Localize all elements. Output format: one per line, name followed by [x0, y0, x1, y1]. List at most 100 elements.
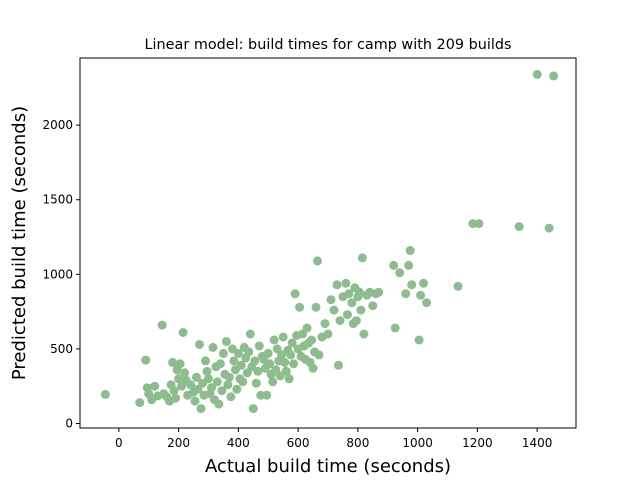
data-point: [514, 222, 524, 232]
data-point: [368, 301, 378, 311]
data-point: [250, 356, 260, 366]
x-tick-label: 1200: [462, 436, 493, 450]
data-point: [135, 398, 145, 408]
data-point: [335, 316, 345, 326]
data-point: [323, 329, 333, 339]
data-point: [215, 359, 225, 369]
data-point: [217, 386, 227, 396]
data-point: [221, 337, 231, 346]
data-point: [357, 253, 367, 263]
data-point: [196, 404, 206, 414]
data-point: [351, 316, 361, 326]
data-point: [532, 69, 542, 79]
data-point: [268, 377, 278, 387]
data-point: [229, 356, 239, 366]
data-point: [307, 335, 317, 345]
data-point: [190, 396, 200, 406]
data-point: [168, 357, 178, 367]
data-point: [218, 348, 228, 358]
data-point: [178, 328, 188, 337]
plot-frame: [79, 57, 577, 429]
data-point: [347, 298, 357, 308]
x-tick-label: 0: [115, 436, 123, 450]
data-point: [207, 383, 216, 393]
data-point: [395, 268, 405, 278]
data-point: [169, 386, 179, 396]
data-point: [453, 281, 463, 291]
y-tick-label: 1000: [42, 267, 73, 281]
data-point: [359, 329, 369, 339]
y-tick-label: 0: [65, 417, 73, 431]
data-point: [233, 348, 243, 358]
data-point: [474, 219, 484, 229]
x-tick-label: 600: [287, 436, 310, 450]
data-point: [265, 359, 275, 369]
data-point: [405, 246, 415, 255]
data-point: [263, 348, 273, 358]
y-tick-label: 2000: [42, 118, 73, 132]
data-point: [341, 278, 351, 288]
data-point: [313, 256, 322, 266]
data-point: [253, 366, 263, 376]
data-point: [204, 374, 213, 384]
data-point: [175, 359, 185, 369]
y-axis: 0 500 1000 1500 2000: [42, 118, 80, 431]
data-point: [356, 305, 366, 315]
data-point: [226, 392, 236, 402]
data-point: [342, 310, 352, 320]
data-point: [549, 71, 559, 81]
y-tick-label: 500: [50, 342, 73, 356]
x-tick-label: 1000: [402, 436, 433, 450]
data-point: [171, 393, 181, 403]
data-point: [390, 323, 400, 333]
data-point: [248, 404, 258, 414]
y-tick-label: 1500: [42, 193, 73, 207]
data-point: [407, 280, 417, 290]
data-point: [404, 260, 414, 270]
data-point: [281, 366, 291, 376]
data-point: [186, 380, 196, 390]
x-axis: 0 200 400 600 800 1000 1200 1400: [115, 428, 552, 450]
data-point: [278, 332, 288, 342]
data-point: [329, 305, 339, 315]
data-point: [414, 335, 424, 345]
data-point: [374, 287, 384, 297]
points-layer: [100, 69, 559, 414]
x-axis-label: Actual build time (seconds): [205, 456, 451, 477]
data-point: [244, 347, 254, 357]
data-point: [201, 356, 210, 366]
data-point: [284, 374, 294, 384]
data-point: [334, 360, 343, 370]
data-point: [280, 357, 290, 367]
chart-title: Linear model: build times for camp with …: [145, 37, 512, 53]
data-point: [286, 350, 296, 360]
data-point: [314, 350, 324, 360]
data-point: [238, 377, 248, 387]
data-point: [269, 335, 279, 345]
data-point: [332, 280, 342, 290]
data-point: [236, 360, 246, 370]
data-point: [308, 363, 318, 373]
data-point: [254, 341, 264, 351]
data-point: [419, 278, 429, 288]
data-point: [251, 378, 261, 388]
data-point: [174, 374, 184, 384]
data-point: [289, 359, 299, 369]
data-point: [224, 372, 234, 382]
data-point: [287, 338, 297, 348]
data-point: [195, 340, 204, 349]
data-point: [311, 302, 321, 312]
data-point: [344, 289, 354, 299]
data-point: [245, 329, 255, 339]
data-point: [544, 223, 554, 233]
data-point: [422, 298, 432, 308]
data-point: [223, 380, 233, 390]
x-tick-label: 1400: [522, 436, 553, 450]
data-point: [157, 320, 167, 330]
data-point: [214, 399, 224, 409]
data-point: [202, 366, 212, 376]
data-point: [212, 377, 222, 387]
data-point: [208, 342, 218, 352]
